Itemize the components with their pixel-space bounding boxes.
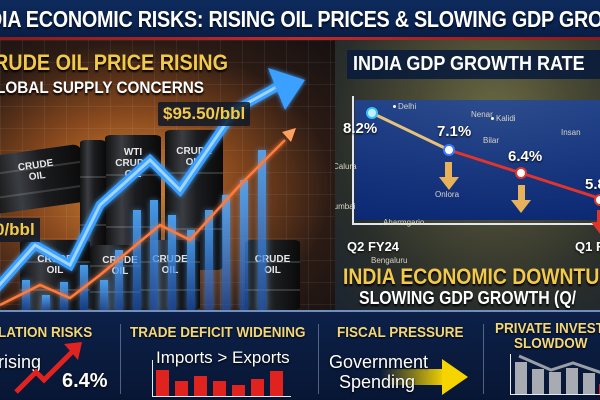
data-label-3: 6.4% bbox=[508, 148, 543, 165]
section-title: FISCAL PRESSURE bbox=[337, 324, 464, 341]
red-trend-arrow-icon bbox=[14, 342, 82, 394]
gdp-growth-panel: Delhi Nenar Kalidi Bilar Insan Calura Mu… bbox=[335, 40, 600, 310]
title-bar: DIA ECONOMIC RISKS: RISING OIL PRICES & … bbox=[0, 0, 600, 40]
city-label: Kalidi bbox=[491, 114, 516, 123]
city-label: Nenar bbox=[471, 110, 493, 119]
city-label: Calura bbox=[335, 162, 357, 171]
city-label: Bengaluru bbox=[371, 256, 408, 265]
imports-exports-text: Imports > Exports bbox=[156, 348, 290, 367]
investment-bars bbox=[510, 354, 600, 395]
inflation-text: rising bbox=[0, 352, 42, 372]
down-arrow-icon bbox=[511, 185, 531, 213]
section-title: LATION RISKS bbox=[0, 324, 93, 341]
spending-text: Spending bbox=[339, 372, 416, 392]
gdp-title-box: INDIA GDP GROWTH RATE bbox=[347, 50, 600, 79]
oil-barrel: CRUDE OIL bbox=[245, 240, 300, 310]
y-axis bbox=[352, 96, 354, 224]
oil-panel-title: RUDE OIL PRICE RISING bbox=[0, 50, 228, 75]
city-label: Bilar bbox=[483, 136, 500, 145]
private-investment-section: PRIVATE INVEST SLOWDOW bbox=[490, 312, 600, 400]
data-label-2: 7.1% bbox=[437, 123, 472, 140]
city-label: Mumbai bbox=[335, 202, 356, 211]
city-label: Insan bbox=[561, 128, 581, 137]
data-label-4: 5.8 bbox=[585, 176, 600, 193]
yellow-arrow-right-icon bbox=[380, 359, 468, 395]
gdp-line-chart bbox=[366, 107, 600, 234]
section-title: TRADE DEFICIT WIDENING bbox=[130, 324, 306, 341]
x-axis-end-label: Q1 FY bbox=[575, 239, 600, 254]
government-text: Government bbox=[329, 352, 429, 372]
gdp-panel-title: INDIA GDP GROWTH RATE bbox=[353, 53, 585, 75]
section-divider bbox=[483, 324, 484, 394]
downturn-title: INDIA ECONOMIC DOWNTU bbox=[343, 264, 600, 289]
data-label-q2fy24: 8.2% bbox=[343, 120, 378, 137]
oil-panel-subtitle: LOBAL SUPPLY CONCERNS bbox=[0, 78, 205, 97]
trade-bars bbox=[152, 360, 291, 397]
trade-deficit-section: TRADE DEFICIT WIDENING Imports > Exports bbox=[128, 312, 306, 400]
inflation-risks-section: LATION RISKS rising 6.4% bbox=[0, 312, 120, 400]
section-divider bbox=[318, 324, 319, 394]
previous-price-tag: 0/bbl bbox=[0, 218, 40, 242]
city-label: Delhi bbox=[393, 102, 416, 111]
downturn-subtitle: SLOWING GDP GROWTH (Q/ bbox=[359, 288, 577, 308]
fiscal-pressure-section: FISCAL PRESSURE Government Spending bbox=[325, 312, 475, 400]
oil-price-panel: CRUDE OIL WTI CRUDE OIL CRUDE OIL CRUDE … bbox=[0, 40, 335, 310]
section-title: PRIVATE INVEST bbox=[495, 320, 600, 337]
risk-factors-strip: LATION RISKS rising 6.4% TRADE DEFICIT W… bbox=[0, 310, 600, 400]
title-divider bbox=[0, 37, 600, 40]
section-title-line2: SLOWDOW bbox=[514, 335, 588, 352]
current-price-tag: $95.50/bbl bbox=[158, 102, 251, 126]
city-label: Onlora bbox=[435, 190, 460, 199]
x-axis bbox=[352, 223, 600, 225]
down-arrow-icon bbox=[439, 162, 459, 190]
section-divider bbox=[120, 324, 121, 394]
x-axis-start-label: Q2 FY24 bbox=[347, 239, 400, 254]
city-label: Aharmgario bbox=[383, 218, 425, 227]
inflation-value: 6.4% bbox=[62, 370, 108, 392]
down-arrow-icon bbox=[591, 210, 600, 234]
page-title: DIA ECONOMIC RISKS: RISING OIL PRICES & … bbox=[0, 6, 600, 32]
